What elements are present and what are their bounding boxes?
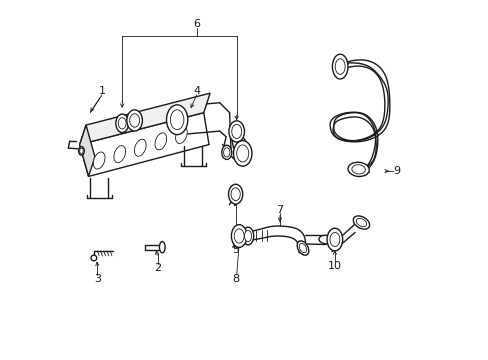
Ellipse shape [159, 242, 165, 253]
Ellipse shape [91, 255, 97, 261]
Text: 10: 10 [327, 261, 341, 271]
Text: 6: 6 [193, 19, 200, 29]
Text: 2: 2 [154, 263, 161, 273]
Ellipse shape [318, 235, 332, 244]
Text: 1: 1 [98, 86, 105, 96]
Ellipse shape [356, 219, 366, 227]
Text: 4: 4 [193, 86, 200, 96]
Ellipse shape [299, 243, 306, 253]
Ellipse shape [231, 124, 241, 139]
Text: 5: 5 [232, 245, 239, 255]
Ellipse shape [335, 59, 345, 75]
Ellipse shape [228, 121, 244, 142]
Ellipse shape [118, 118, 126, 129]
Ellipse shape [228, 184, 242, 204]
Ellipse shape [234, 229, 244, 243]
Ellipse shape [93, 152, 105, 169]
Ellipse shape [79, 147, 84, 155]
Ellipse shape [332, 54, 347, 79]
Ellipse shape [170, 110, 183, 130]
Ellipse shape [231, 225, 246, 247]
Ellipse shape [134, 139, 146, 156]
Text: 3: 3 [94, 274, 101, 284]
Ellipse shape [155, 133, 166, 150]
Text: 9: 9 [392, 166, 400, 176]
Polygon shape [80, 125, 95, 176]
Text: 7: 7 [276, 205, 283, 215]
Text: 8: 8 [232, 274, 239, 284]
Ellipse shape [166, 105, 187, 135]
Ellipse shape [347, 162, 368, 176]
Polygon shape [80, 93, 210, 145]
Ellipse shape [244, 230, 251, 242]
Polygon shape [80, 113, 209, 176]
Ellipse shape [297, 241, 308, 255]
Ellipse shape [233, 141, 251, 166]
Ellipse shape [126, 110, 142, 131]
Ellipse shape [326, 228, 342, 251]
Ellipse shape [223, 148, 229, 157]
Ellipse shape [116, 114, 128, 132]
Ellipse shape [129, 114, 139, 127]
Ellipse shape [329, 233, 339, 247]
Ellipse shape [80, 148, 83, 154]
Ellipse shape [222, 145, 231, 159]
Ellipse shape [230, 188, 240, 201]
Ellipse shape [351, 165, 365, 174]
Ellipse shape [114, 145, 125, 163]
Ellipse shape [236, 145, 248, 162]
Ellipse shape [242, 227, 253, 245]
Ellipse shape [175, 126, 187, 144]
Ellipse shape [352, 216, 369, 229]
